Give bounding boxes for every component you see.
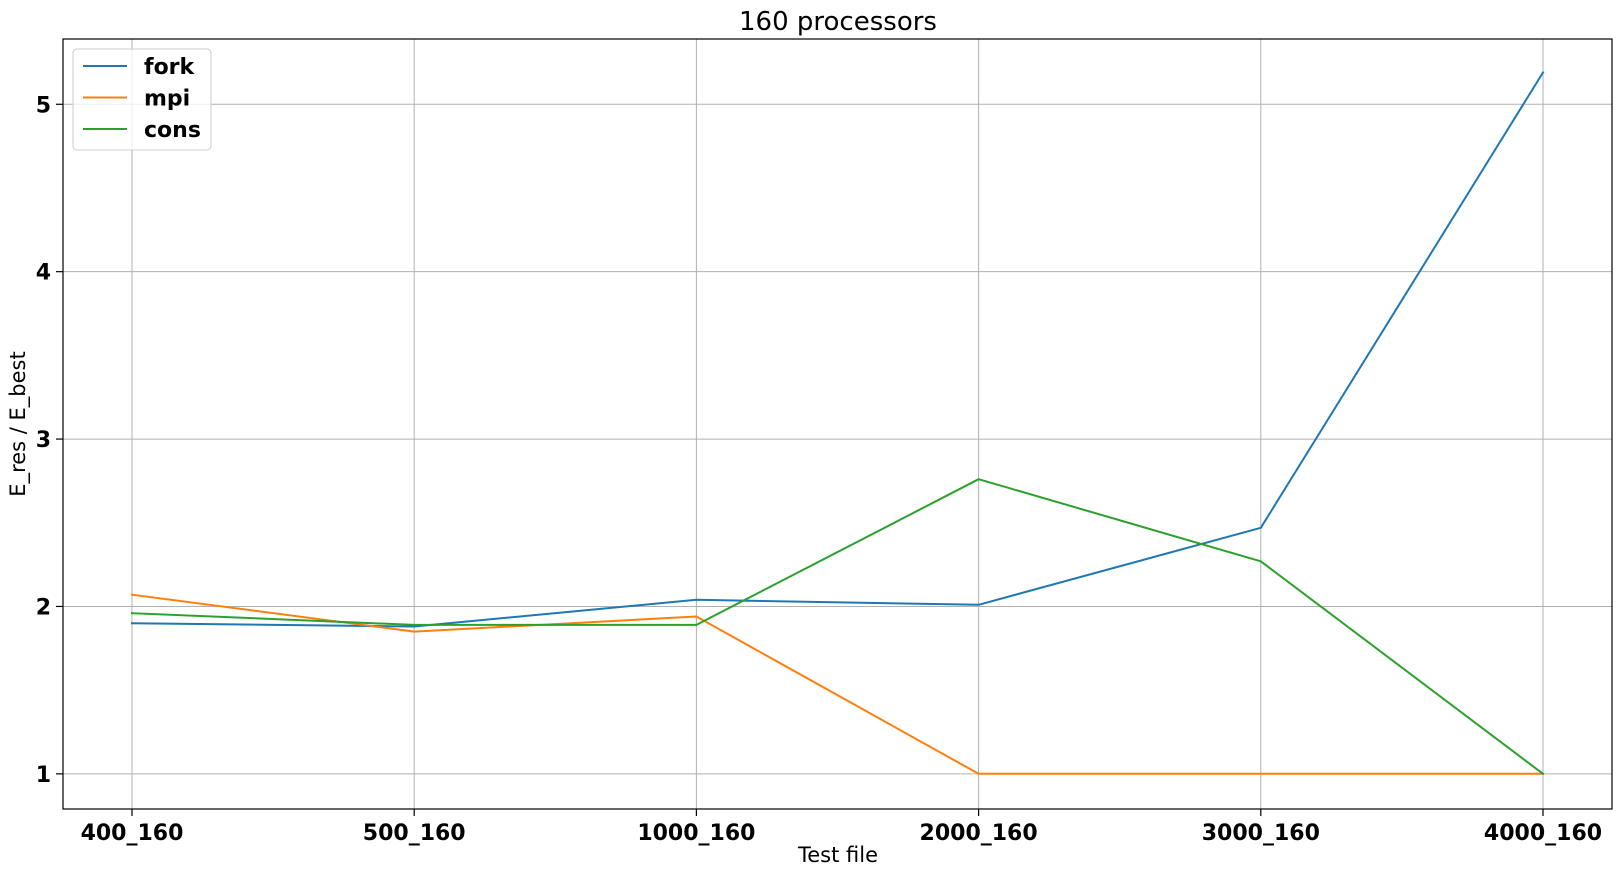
x-tick-label: 3000_160 <box>1202 821 1320 846</box>
legend-box <box>72 48 212 151</box>
x-tick-label: 500_160 <box>363 821 466 846</box>
plot-area-frame <box>62 38 1613 810</box>
series-line-mpi <box>130 593 1544 775</box>
y-axis-label: E_res / E_best <box>6 351 31 496</box>
x-tick-label: 4000_160 <box>1484 821 1602 846</box>
series-line-cons <box>130 478 1545 776</box>
chart-title: 160 processors <box>739 7 937 37</box>
series-lines <box>130 71 1545 776</box>
x-axis-label: Test file <box>797 843 878 867</box>
axis-ticks: 400_160 500_160 1000_160 2000_160 3000_160 40… <box>36 93 1602 846</box>
y-tick-label: 2 <box>36 595 51 620</box>
y-tick-label: 3 <box>36 428 51 453</box>
x-tick-label: 400_160 <box>81 821 184 846</box>
legend: fork mpi cons <box>72 48 212 151</box>
legend-label-fork: fork <box>144 55 196 80</box>
y-tick-label: 4 <box>36 261 51 286</box>
y-tick-label: 5 <box>36 93 51 118</box>
legend-label-cons: cons <box>144 118 201 143</box>
y-tick-label: 1 <box>36 763 51 788</box>
x-tick-label: 1000_160 <box>637 821 755 846</box>
grid <box>63 39 1612 809</box>
x-tick-label: 2000_160 <box>920 821 1038 846</box>
legend-label-mpi: mpi <box>144 87 190 112</box>
